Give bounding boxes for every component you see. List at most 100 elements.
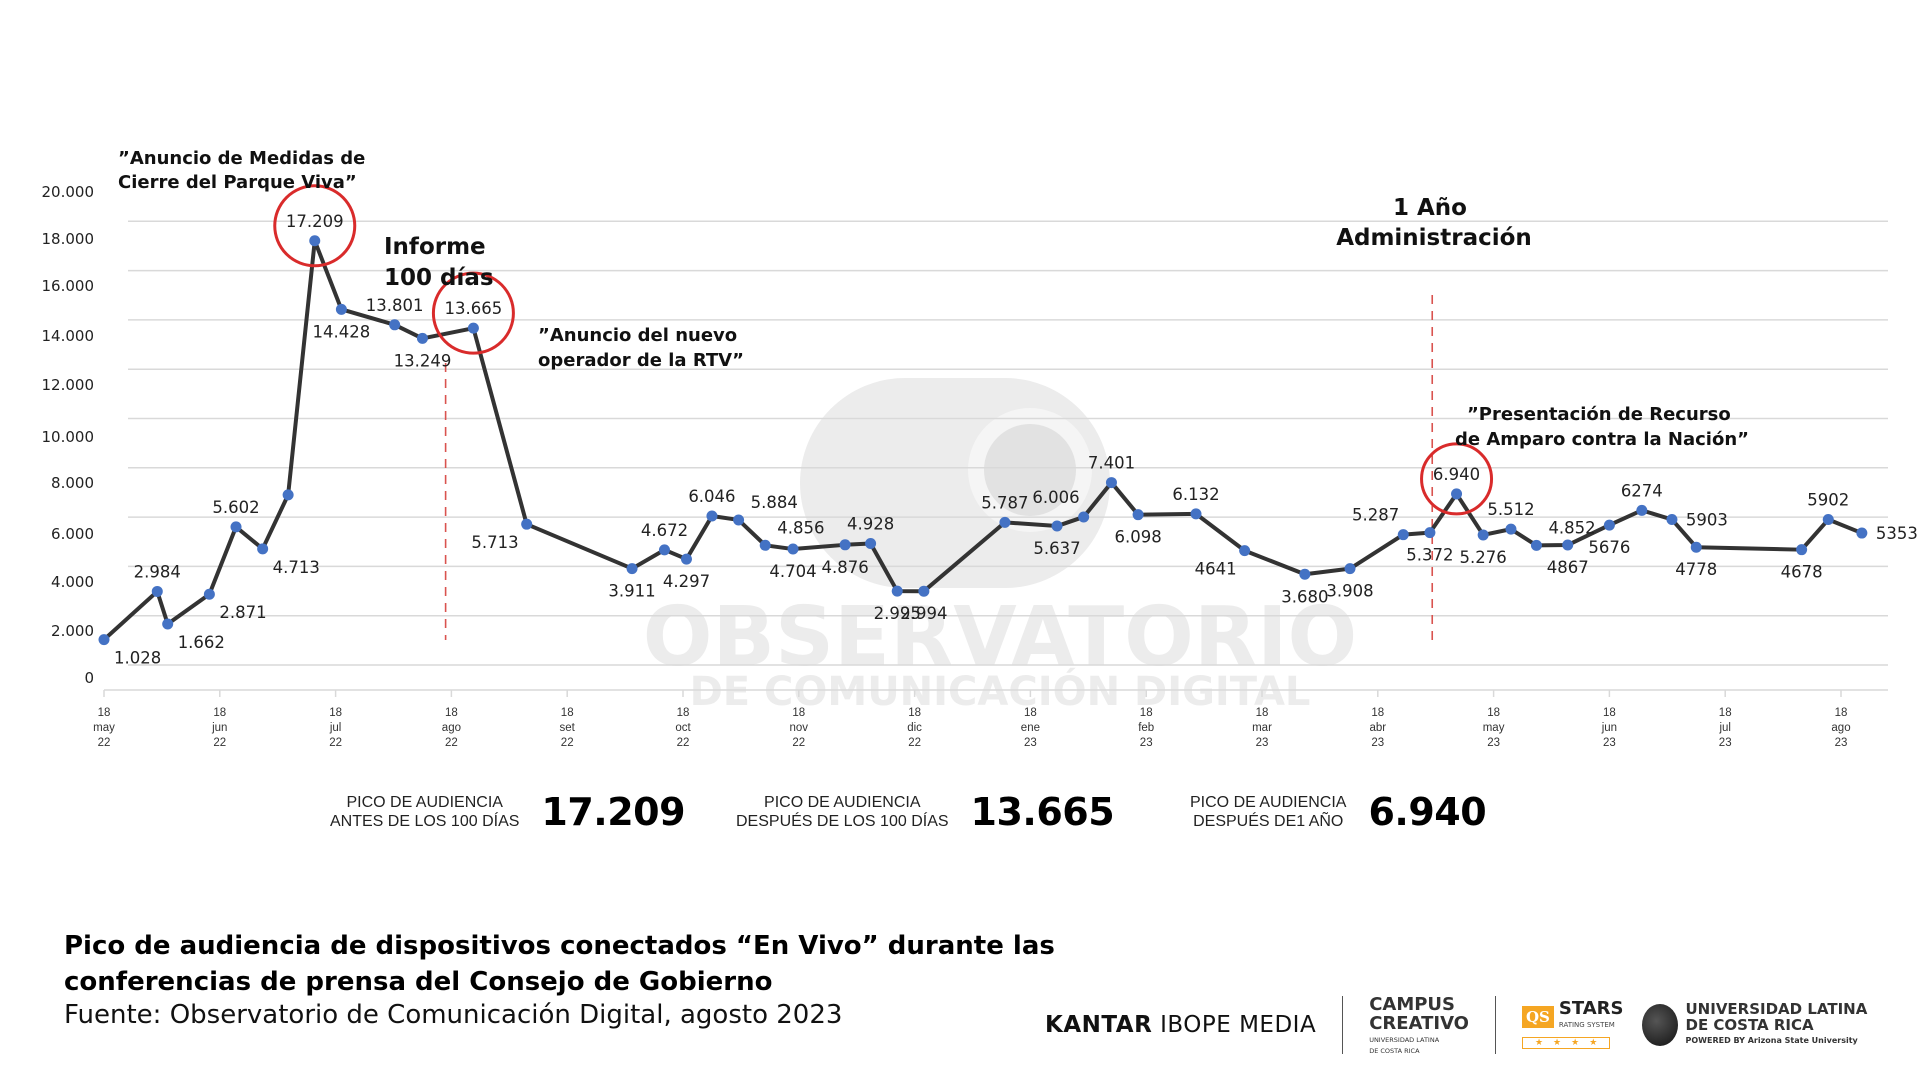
highlight-circle	[273, 184, 357, 268]
y-tick-label: 6.000	[51, 525, 94, 543]
data-point	[162, 618, 174, 630]
data-label: 5.372	[1406, 546, 1453, 565]
highlight-circles	[273, 184, 1494, 516]
reference-lines	[444, 295, 1434, 640]
x-tick-label: 18	[1835, 707, 1848, 719]
data-point	[1078, 511, 1090, 523]
data-label: 6.940	[1433, 465, 1480, 484]
data-label: 2.984	[134, 562, 181, 581]
x-tick-label: 23	[1371, 737, 1384, 749]
data-series: 1.028 2.984 1.662 2.871 5.602 4.713 17.209 14.4…	[98, 212, 1918, 668]
data-label: 6.046	[688, 487, 735, 506]
x-tick-label: 18	[445, 707, 458, 719]
data-point	[1132, 509, 1144, 521]
data-label: 13.801	[366, 296, 424, 315]
data-label: 4.704	[769, 562, 816, 581]
data-label: 6.098	[1114, 528, 1161, 547]
data-point	[839, 539, 851, 551]
highlight-circle	[431, 271, 515, 355]
data-point	[1105, 477, 1117, 489]
x-tick-label: ago	[442, 722, 461, 734]
x-tick-label: abr	[1369, 722, 1386, 734]
data-point	[1530, 539, 1542, 551]
data-label: 17.209	[286, 212, 344, 231]
watermark-text-2: DE COMUNICACIÓN DIGITAL	[690, 667, 1311, 715]
data-point	[865, 538, 877, 550]
data-point	[416, 332, 428, 344]
chart-source: Fuente: Observatorio de Comunicación Dig…	[64, 1000, 843, 1030]
data-label: 4.297	[663, 572, 710, 591]
data-label: 4.856	[777, 518, 824, 537]
data-label: 4.672	[641, 521, 688, 540]
data-point	[1666, 513, 1678, 525]
data-label: 4.852	[1548, 518, 1595, 537]
x-tick-label: 18	[1024, 707, 1037, 719]
annotations: ”Anuncio de Medidas de Cierre del Parque…	[118, 148, 1749, 450]
data-point	[282, 489, 294, 501]
data-point	[733, 514, 745, 526]
data-point	[98, 634, 110, 646]
summary-before-100-days: PICO DE AUDIENCIA ANTES DE LOS 100 DÍAS …	[330, 790, 686, 834]
x-tick-label: 22	[677, 737, 690, 749]
y-tick-label: 10.000	[42, 428, 95, 446]
data-point	[1299, 568, 1311, 580]
data-label: 1.028	[114, 649, 161, 668]
x-tick-label: 23	[1603, 737, 1616, 749]
data-label: 5.276	[1460, 548, 1507, 567]
x-tick-label: 22	[908, 737, 921, 749]
data-point	[1856, 527, 1868, 539]
data-point	[1603, 519, 1615, 531]
x-tick-label: 22	[792, 737, 805, 749]
logo-divider	[1342, 996, 1344, 1054]
x-tick-label: 18	[908, 707, 921, 719]
universidad-latina-logo: UNIVERSIDAD LATINA DE COSTA RICA POWERED…	[1641, 1001, 1867, 1049]
x-tick-label: ago	[1831, 722, 1850, 734]
x-tick-label: set	[560, 722, 576, 734]
data-point	[1397, 529, 1409, 541]
y-tick-label: 20.000	[42, 183, 95, 201]
data-label: 4867	[1547, 558, 1589, 577]
data-point	[787, 543, 799, 555]
data-label: 2.995	[874, 604, 921, 623]
x-tick-label: 18	[1603, 707, 1616, 719]
partner-logos: KANTAR IBOPE MEDIA CAMPUS CREATIVO UNIVE…	[1045, 975, 1867, 1075]
data-point	[1344, 563, 1356, 575]
data-label: 2.994	[900, 604, 947, 623]
x-tick-label: feb	[1138, 722, 1154, 734]
data-label: 13.665	[445, 299, 503, 318]
y-tick-label: 14.000	[42, 327, 95, 345]
summary-after-1-year: PICO DE AUDIENCIA DESPUÉS DE1 AÑO 6.940	[1190, 790, 1487, 834]
data-point	[1796, 544, 1808, 556]
data-point	[918, 585, 930, 597]
x-tick-label: jun	[211, 722, 227, 734]
summary-after-100-days: PICO DE AUDIENCIA DESPUÉS DE LOS 100 DÍA…	[736, 790, 1115, 834]
annotation-1-ano: 1 Año Administración	[1336, 195, 1532, 251]
data-point	[257, 543, 269, 555]
x-tick-label: oct	[675, 722, 691, 734]
star-rating-icon: ★★★★	[1521, 1037, 1611, 1049]
x-tick-label: 23	[1487, 737, 1500, 749]
data-point	[1424, 527, 1436, 539]
data-point	[309, 235, 321, 247]
x-tick-label: 18	[792, 707, 805, 719]
y-tick-label: 2.000	[51, 622, 94, 640]
x-tick-label: 18	[561, 707, 574, 719]
summary-label: PICO DE AUDIENCIA DESPUÉS DE LOS 100 DÍA…	[736, 794, 949, 830]
x-tick-label: 18	[329, 707, 342, 719]
data-label: 3.908	[1326, 582, 1373, 601]
y-axis: 20.000 18.000 16.000 14.000 12.000 10.000 8.00…	[42, 183, 95, 687]
x-tick-label: 18	[1371, 707, 1384, 719]
summary-value: 17.209	[541, 790, 686, 834]
data-label: 4.876	[821, 558, 868, 577]
data-label: 3.680	[1281, 587, 1328, 606]
data-point	[1239, 545, 1251, 557]
data-point	[680, 553, 692, 565]
x-tick-label: 22	[329, 737, 342, 749]
x-tick-label: 18	[1719, 707, 1732, 719]
x-tick-label: ene	[1021, 722, 1040, 734]
summary-label: PICO DE AUDIENCIA ANTES DE LOS 100 DÍAS	[330, 794, 520, 830]
x-tick-label: 22	[561, 737, 574, 749]
x-tick-label: 22	[445, 737, 458, 749]
data-point	[151, 585, 163, 597]
globe-icon	[1641, 1004, 1678, 1046]
